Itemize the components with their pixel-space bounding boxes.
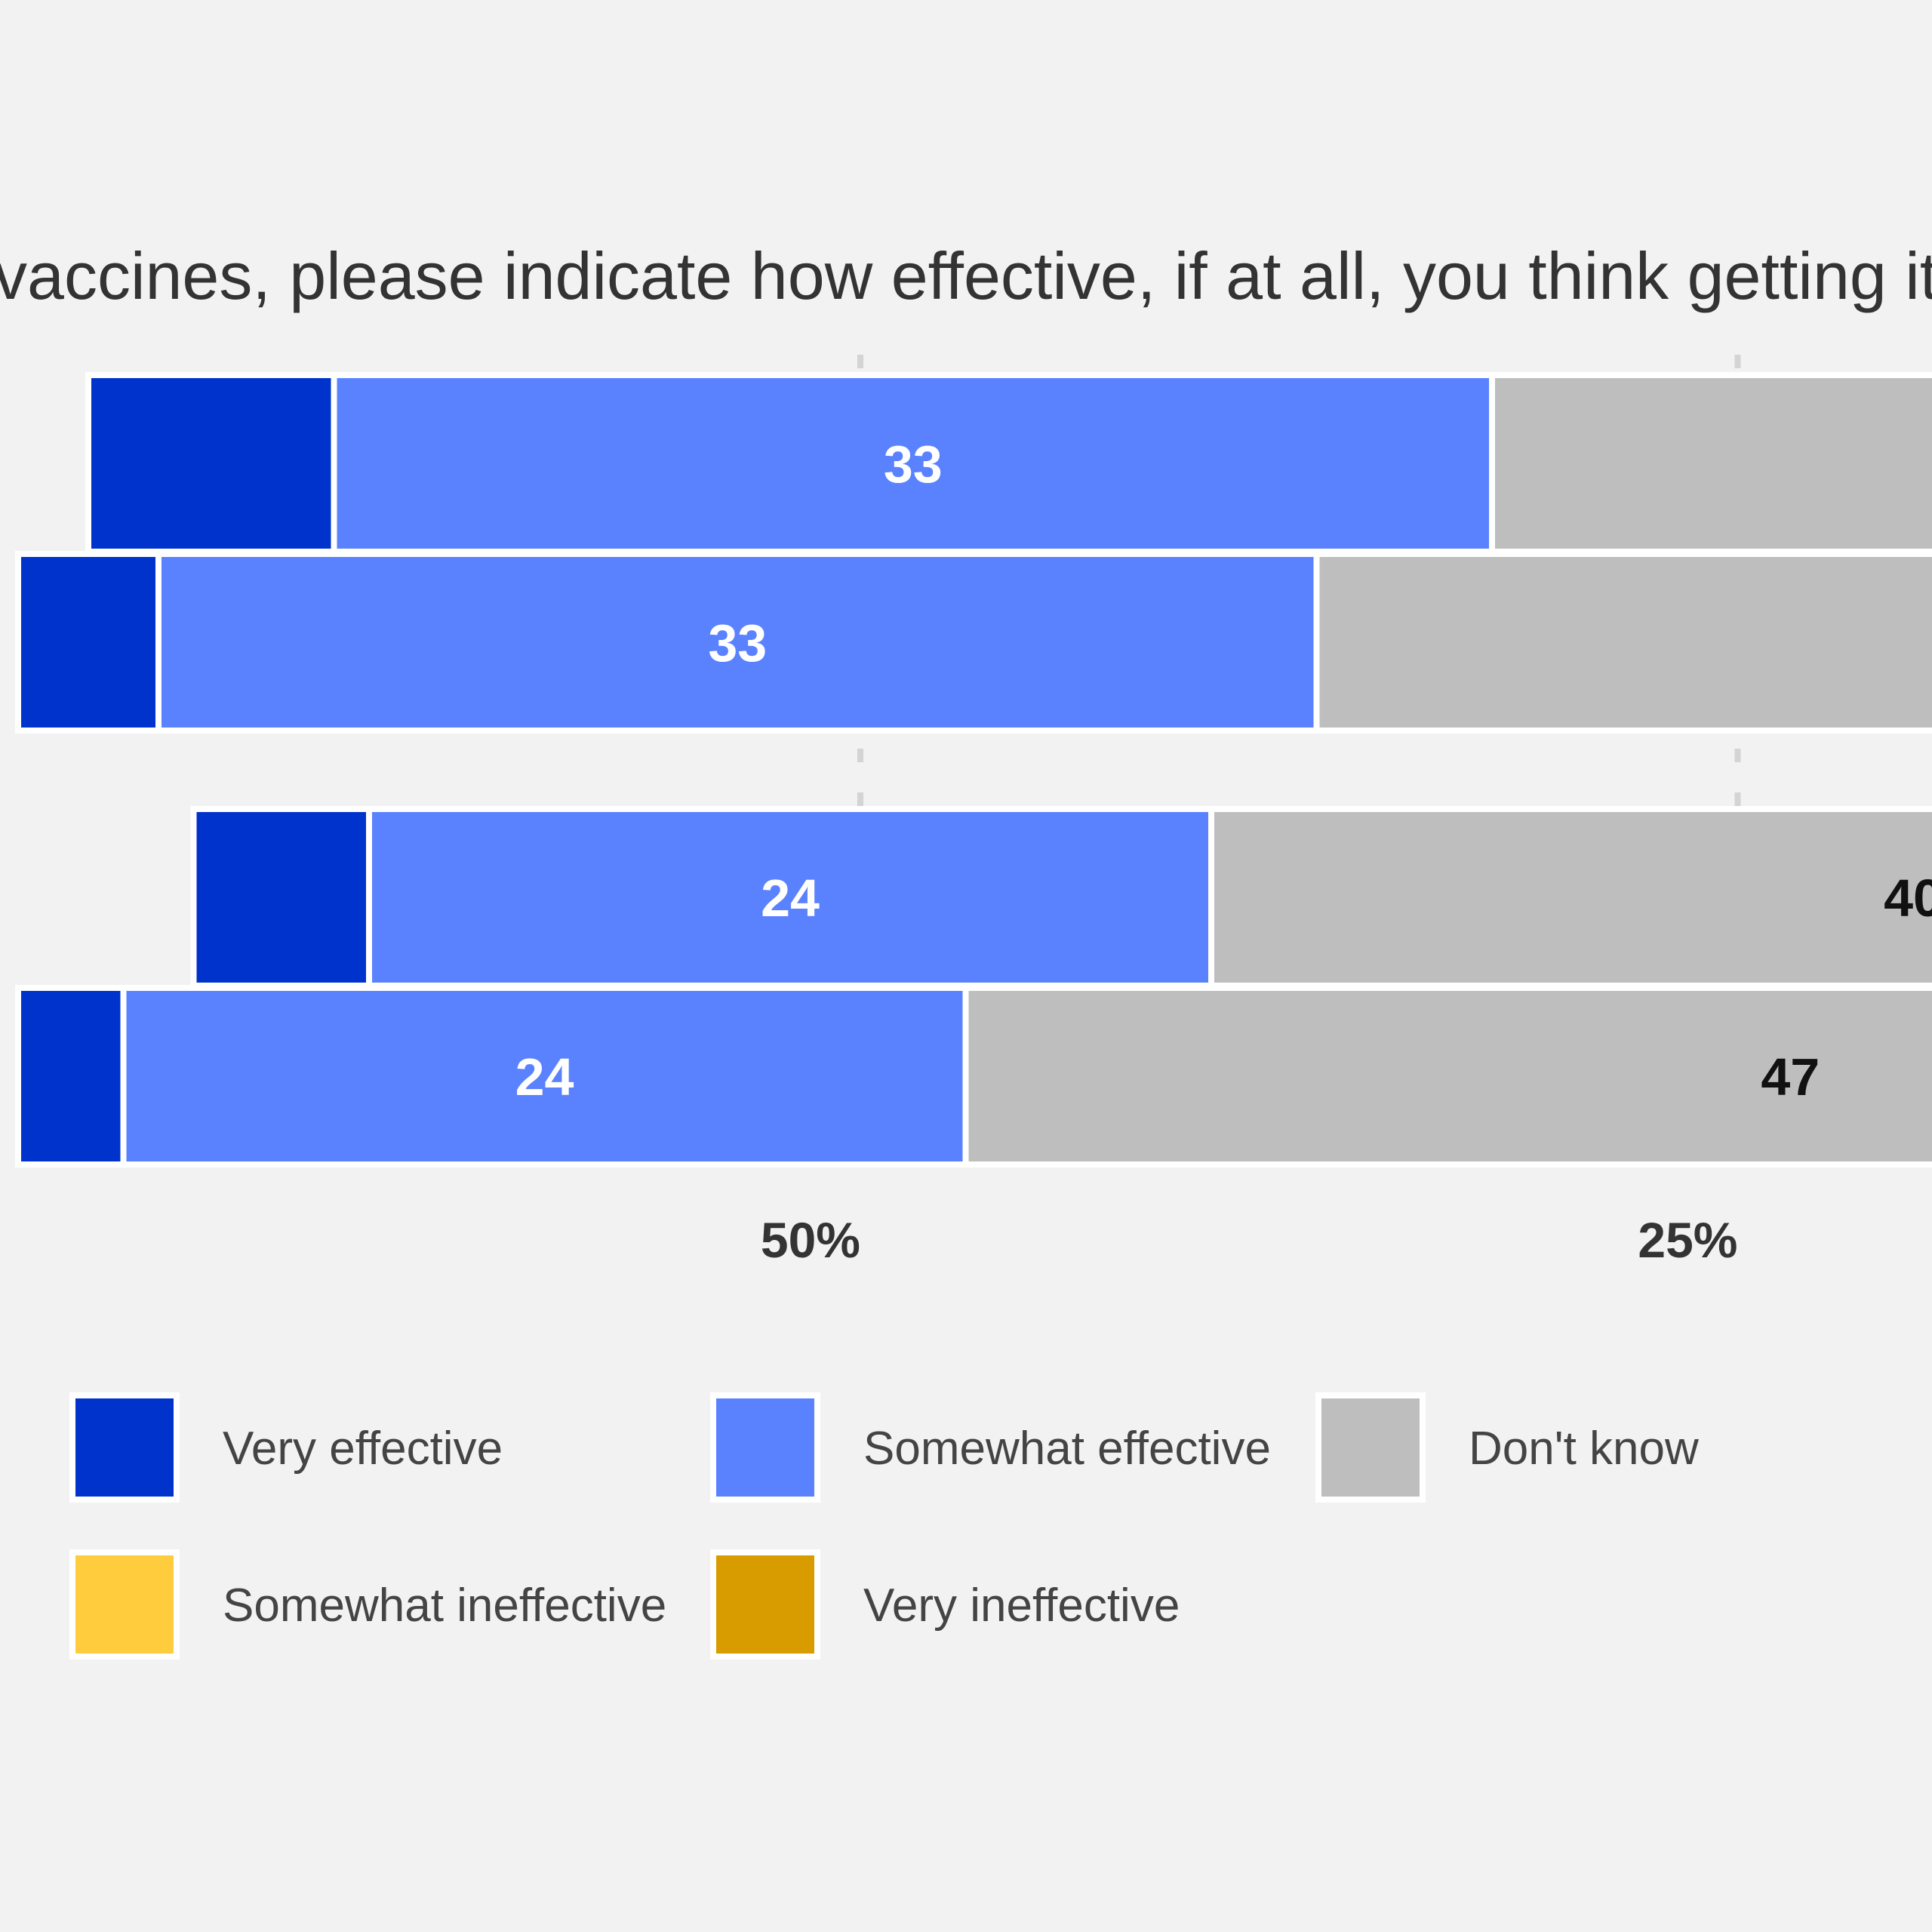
bar-dont-know-row-1	[1489, 372, 1932, 555]
bar-dont-know-row-4	[962, 985, 1932, 1168]
legend-swatch-very-effective	[69, 1392, 180, 1503]
bar-very-effective-row-2	[15, 551, 162, 734]
bar-label-somewhat-effective-row-4: 24	[515, 1048, 574, 1106]
legend-label-somewhat-ineffective: Somewhat ineffective	[223, 1580, 666, 1632]
bar-dont-know-row-3	[1208, 806, 1932, 989]
bar-dont-know-row-2	[1313, 551, 1932, 734]
bar-somewhat-effective-row-2	[155, 551, 1320, 734]
bar-label-dont-know-row-3: 40	[1884, 869, 1932, 928]
bars-layer	[15, 372, 1932, 1168]
x-tick-label-1: 25%	[1638, 1212, 1737, 1268]
legend-label-very-ineffective: Very ineffective	[863, 1580, 1180, 1632]
bar-very-effective-row-1	[85, 372, 337, 555]
bar-label-dont-know-row-4: 47	[1761, 1048, 1820, 1106]
bar-somewhat-effective-row-1	[331, 372, 1495, 555]
legend-label-very-effective: Very effective	[223, 1423, 503, 1475]
legend-swatch-very-ineffective	[710, 1549, 820, 1660]
legend-label-don-t-know: Don't know	[1469, 1423, 1699, 1475]
bar-very-effective-row-3	[190, 806, 372, 989]
bar-label-somewhat-effective-row-3: 24	[761, 869, 820, 928]
bar-labels-layer: 3233373340244724	[515, 435, 1932, 1106]
legend-label-somewhat-effective: Somewhat effective	[863, 1423, 1271, 1475]
bar-somewhat-effective-row-4	[120, 985, 969, 1168]
legend-swatch-somewhat-effective	[710, 1392, 820, 1503]
chart-subtitle: vaccines, please indicate how effective,…	[0, 238, 1932, 313]
legend: Very effective Somewhat effective Don't kn…	[69, 1392, 1699, 1660]
bar-label-somewhat-effective-row-2: 33	[708, 614, 767, 672]
legend-swatch-somewhat-ineffective	[69, 1549, 180, 1660]
legend-swatch-don-t-know	[1315, 1392, 1426, 1503]
x-axis-ticks: 50% 25%	[761, 1212, 1738, 1268]
x-tick-label-0: 50%	[761, 1212, 860, 1268]
bar-label-somewhat-effective-row-1: 33	[884, 435, 943, 494]
bar-very-effective-row-4	[15, 985, 127, 1168]
